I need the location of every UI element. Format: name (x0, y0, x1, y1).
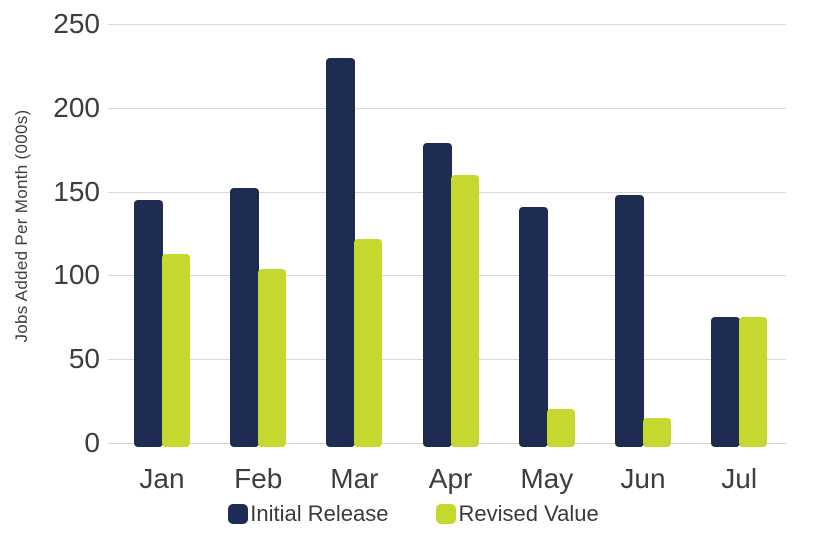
y-tick-label-50: 50 (68, 343, 100, 375)
bar-feb-initial-release (230, 188, 260, 447)
bar-apr-initial-release (422, 142, 452, 447)
bar-apr-revised-value (450, 174, 479, 447)
x-tick-label-jan: Jan (139, 463, 185, 494)
x-tick-label-feb: Feb (234, 463, 283, 494)
legend-item-revised-value: Revised Value (436, 501, 599, 527)
y-tick-label-250: 250 (53, 8, 100, 39)
x-tick-label-may: May (520, 463, 574, 494)
gridline-y-200 (108, 107, 786, 109)
legend-item-initial-release: Initial Release (228, 501, 388, 527)
x-tick-label-jun: Jun (620, 463, 666, 494)
x-tick-label-mar: Mar (330, 463, 379, 494)
legend: Initial Release Revised Value (0, 501, 827, 527)
bar-jan-initial-release (134, 199, 163, 447)
y-tick-label-100: 100 (53, 259, 100, 291)
y-tick-label-0: 0 (84, 427, 100, 458)
bar-mar-revised-value (354, 238, 383, 447)
y-axis-title: Jobs Added Per Month (000s) (12, 109, 31, 343)
bar-may-initial-release (518, 206, 548, 447)
legend-label: Initial Release (250, 501, 389, 526)
y-tick-label-150: 150 (53, 175, 100, 207)
legend-label: Revised Value (458, 501, 599, 526)
bar-feb-revised-value (258, 268, 287, 447)
bar-jun-revised-value (643, 417, 671, 447)
legend-swatch-icon (228, 504, 249, 524)
x-tick-label-jul: Jul (721, 463, 758, 494)
bar-may-revised-value (546, 409, 575, 447)
bar-jul-revised-value (739, 317, 768, 447)
bar-jul-initial-release (711, 317, 741, 447)
bar-mar-initial-release (326, 57, 356, 447)
y-tick-label-200: 200 (53, 91, 100, 123)
legend-swatch-icon (436, 504, 457, 524)
plot-area (108, 24, 786, 447)
bar-jan-revised-value (162, 253, 190, 447)
bar-jun-initial-release (615, 194, 644, 447)
x-tick-label-apr: Apr (428, 463, 473, 494)
gridline-y-250 (108, 24, 786, 25)
